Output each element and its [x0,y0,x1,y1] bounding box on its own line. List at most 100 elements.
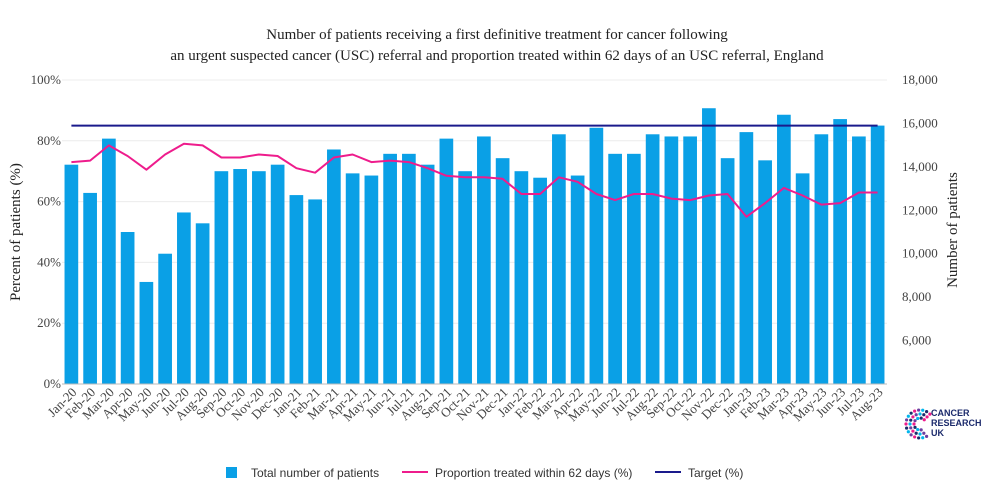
left-axis-ticks: 0% 20% 40% 60% 80% 100% [31,72,62,391]
logo-dot [909,426,913,430]
logo-dot [924,410,929,414]
bar-Jan-21 [289,195,304,384]
bar-Sep-22 [664,136,679,384]
logo-dot [925,415,929,419]
legend: Total number of patients Proportion trea… [226,466,743,480]
bar-Mar-23 [777,114,791,384]
left-tick-label: 60% [37,194,61,209]
bar-Apr-20 [120,232,135,384]
right-axis-title: Number of patients [945,172,961,288]
bar-May-20 [139,281,154,384]
logo-dot [919,416,923,420]
logo-dot [917,436,921,440]
bar-Aug-22 [645,134,660,384]
logo-dot [913,409,917,413]
left-tick-label: 100% [31,72,62,87]
bar-Jun-22 [608,153,622,384]
bar-Apr-21 [345,173,360,384]
bar-Jan-23 [739,132,754,384]
bar-Jul-20 [177,212,191,384]
logo-dot [922,413,926,417]
left-tick-label: 40% [37,254,61,269]
left-tick-label: 20% [37,315,61,330]
legend-label-proportion: Proportion treated within 62 days (%) [435,466,632,480]
bar-Feb-21 [308,199,322,384]
logo-dot [911,429,915,433]
logo-dot [922,431,926,435]
bar-Nov-22 [702,108,716,384]
left-axis-title: Percent of patients (%) [8,163,24,301]
bar-Nov-20 [252,171,266,384]
right-tick-label: 6,000 [902,333,931,348]
bar-Jun-20 [158,253,172,384]
line-series [71,124,878,218]
legend-swatch-bars [226,467,237,478]
logo-dot [918,412,922,416]
logo-dot [912,422,916,426]
bar-Jun-21 [383,153,397,384]
bar-Jan-22 [514,171,529,384]
bar-Feb-23 [758,160,772,384]
bar-Jul-21 [402,153,416,384]
logo-dot [909,418,913,422]
chart-title-line-2: an urgent suspected cancer (USC) referra… [170,48,824,64]
logo-dot [917,408,921,412]
bar-Jan-20 [64,164,79,384]
logo-dot [928,412,932,416]
logo-dot [921,408,925,412]
logo-mark-icon [904,408,932,440]
bar-Oct-21 [458,171,472,384]
bar-Apr-23 [795,173,810,384]
bar-Apr-22 [570,175,585,384]
logo-dot [918,432,922,436]
bar-Sep-21 [439,138,454,384]
bar-Aug-23 [870,125,885,384]
logo-dot [921,436,925,440]
left-tick-label: 0% [44,376,62,391]
bar-Jul-23 [852,136,866,384]
bar-Aug-20 [195,223,210,384]
chart-title-line-1: Number of patients receiving a first def… [266,27,728,43]
logo-dot [908,422,912,426]
logo-dot [922,418,926,422]
bar-Oct-20 [233,169,247,384]
logo-dot [913,435,917,439]
bar-series [64,108,885,385]
bar-Feb-20 [83,192,97,384]
logo-dot [916,416,920,421]
bar-Sep-20 [214,171,229,384]
cancer-research-uk-logo: CANCER RESEARCH UK [904,408,982,440]
logo-dot [916,427,920,432]
bar-Mar-22 [552,134,566,384]
logo-text-line-2: RESEARCH [931,418,982,428]
bar-Jun-23 [833,119,847,384]
legend-label-target: Target (%) [688,466,743,480]
bar-Aug-21 [420,164,435,384]
logo-dot [919,428,923,432]
logo-dot [909,411,913,415]
logo-dot [906,430,910,434]
right-tick-label: 8,000 [902,289,931,304]
logo-dot [913,419,917,423]
logo-dot [904,422,908,426]
logo-dot [924,434,929,438]
right-tick-label: 14,000 [902,159,938,174]
logo-text-line-3: UK [931,428,944,438]
right-tick-label: 10,000 [902,246,938,261]
bar-Jul-22 [627,153,641,384]
logo-dot [914,413,918,417]
bar-Dec-21 [495,158,510,384]
bar-Nov-21 [477,136,491,384]
bar-Oct-22 [683,136,697,384]
logo-dot [905,426,909,430]
legend-label-bars: Total number of patients [251,466,379,480]
x-axis-ticks: Jan-20Feb-20Mar-20Apr-20May-20Jun-20Jul-… [44,385,885,425]
bar-Dec-20 [270,164,285,384]
bar-Feb-22 [533,177,547,384]
right-tick-label: 16,000 [902,115,938,130]
right-tick-label: 18,000 [902,72,938,87]
right-axis-ticks: 6,000 8,000 10,000 12,000 14,000 16,000 18,000 [902,72,938,348]
bar-Dec-22 [720,158,735,384]
left-tick-label: 80% [37,133,61,148]
